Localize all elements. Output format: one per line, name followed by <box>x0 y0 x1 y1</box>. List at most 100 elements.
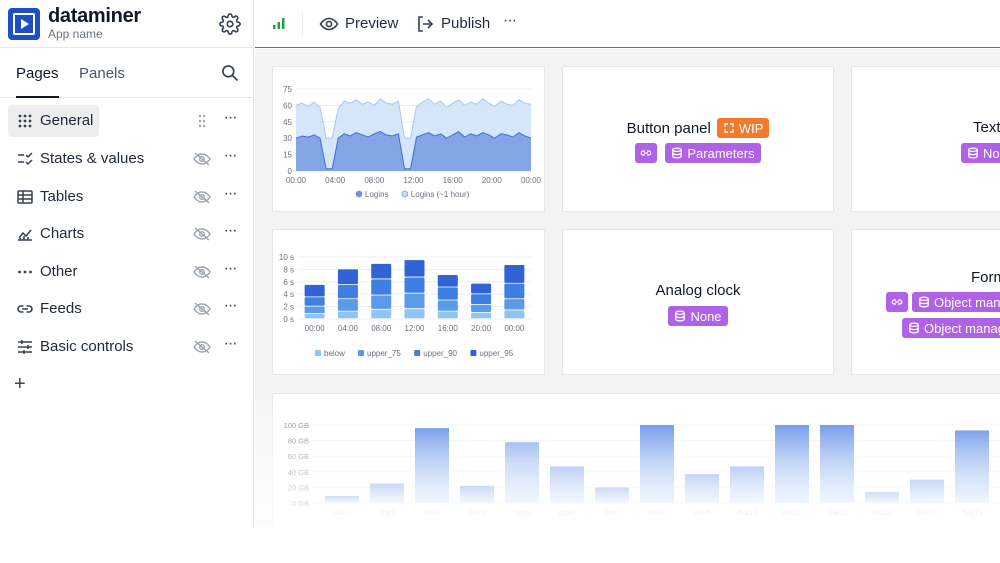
text-panel[interactable]: Text Nor <box>851 66 1000 212</box>
preview-label: Preview <box>345 15 399 32</box>
y-tick-label: 60 GB <box>288 452 309 461</box>
signal-icon <box>273 18 285 29</box>
legend-swatch <box>401 190 409 198</box>
sidebar-tabs: Pages Panels <box>0 48 254 98</box>
bar-segment <box>471 304 492 312</box>
y-tick-label: 20 GB <box>288 483 309 492</box>
more-options-icon[interactable]: ··· <box>223 260 238 277</box>
bar-segment <box>404 309 425 319</box>
sidebar-item-other[interactable]: Other ··· <box>8 256 246 288</box>
x-tick-label: 04:00 <box>325 176 346 185</box>
button-panel[interactable]: Button panel WIP Parameters <box>562 66 834 212</box>
tab-pages[interactable]: Pages <box>16 65 59 98</box>
link-badge <box>886 292 908 312</box>
x-tick-label: disk13 <box>872 510 892 517</box>
sidebar-item-charts[interactable]: Charts ··· <box>8 218 246 250</box>
more-options-icon[interactable]: ··· <box>223 335 238 352</box>
stacked-bar-chart-panel[interactable]: 0 s 2 s 4 s 6 s 8 s 10 s 00:00 04:00 08:00 12:00 1… <box>272 229 545 375</box>
bar-segment <box>437 311 458 319</box>
y-tick-label: 6 s <box>283 278 294 287</box>
bar-segment <box>337 311 358 319</box>
x-tick-label: 12:00 <box>403 176 424 185</box>
x-tick-label: disk11 <box>782 510 802 517</box>
toolbar-divider <box>302 12 303 36</box>
series-area <box>296 131 531 171</box>
parameters-badge: Parameters <box>665 143 761 163</box>
x-tick-label: 16:00 <box>443 176 464 185</box>
bar <box>685 474 719 503</box>
eye-off-icon[interactable] <box>193 339 211 355</box>
database-icon <box>919 296 929 308</box>
object-manager-badge: Object mana <box>912 292 1000 312</box>
bar-segment <box>371 295 392 309</box>
source-label: None <box>690 308 722 324</box>
object-manager-label: Object manag <box>924 320 1000 336</box>
gear-icon[interactable] <box>219 13 241 35</box>
bar <box>730 466 764 503</box>
add-page-button[interactable]: + <box>14 373 26 395</box>
bar <box>640 425 674 503</box>
x-tick-label: 00:00 <box>504 324 525 333</box>
more-options-icon[interactable]: ··· <box>223 185 238 202</box>
line-chart: 0 15 30 45 60 75 00:00 04:00 08:00 12:00 16:00 20:0… <box>283 85 541 199</box>
x-tick-label: 00:00 <box>286 176 307 185</box>
series-line <box>295 130 532 170</box>
brand-name: dataminer <box>48 5 141 27</box>
more-options-icon[interactable]: ··· <box>223 147 238 164</box>
legend-label: below <box>324 349 345 358</box>
publish-button[interactable]: Publish <box>415 14 490 34</box>
sidebar-item-general[interactable]: General ··· <box>8 105 246 137</box>
eye-off-icon[interactable] <box>193 189 211 205</box>
more-options-icon[interactable]: ··· <box>223 297 238 314</box>
bar-segment <box>404 277 425 293</box>
bar <box>325 495 359 503</box>
sidebar-item-label: Other <box>40 263 78 280</box>
preview-button[interactable]: Preview <box>319 14 399 34</box>
y-tick-label: 80 GB <box>288 437 309 446</box>
form-panel[interactable]: Form Object mana Object manag <box>851 229 1000 375</box>
source-badge: None <box>668 306 728 326</box>
database-icon <box>675 310 686 322</box>
eye-off-icon[interactable] <box>193 301 211 317</box>
legend-label: upper_95 <box>479 349 513 358</box>
sidebar-item-basic-controls[interactable]: Basic controls ··· <box>8 331 246 363</box>
eye-off-icon[interactable] <box>193 264 211 280</box>
more-options-icon[interactable]: ··· <box>223 109 238 126</box>
more-options-icon[interactable]: ··· <box>503 12 517 29</box>
x-tick-label: disk9 <box>694 510 710 517</box>
y-tick-label: 8 s <box>283 265 294 274</box>
more-options-icon[interactable]: ··· <box>223 222 238 239</box>
source-label: Nor <box>983 145 1000 161</box>
database-icon <box>672 147 683 159</box>
x-tick-label: disk2 <box>379 510 395 517</box>
table-icon <box>17 190 33 204</box>
bar-segment <box>404 293 425 309</box>
x-tick-label: disk4 <box>469 510 485 517</box>
x-tick-label: disk5 <box>514 510 530 517</box>
sidebar-item-states-values[interactable]: States & values ··· <box>8 143 246 175</box>
sidebar-item-label: Feeds <box>40 300 82 317</box>
analog-clock-panel[interactable]: Analog clock None <box>562 229 834 375</box>
bar-segment <box>437 274 458 287</box>
search-icon[interactable] <box>220 63 240 83</box>
sidebar-item-tables[interactable]: Tables ··· <box>8 181 246 213</box>
line-chart-panel[interactable]: 0 15 30 45 60 75 00:00 04:00 08:00 12:00 16:00 20:0… <box>272 66 545 212</box>
eye-off-icon[interactable] <box>193 226 211 242</box>
x-tick-label: disk10 <box>737 510 757 517</box>
sidebar-item-feeds[interactable]: Feeds ··· <box>8 293 246 325</box>
sidebar: dataminer App name Pages Panels General … <box>0 0 254 563</box>
button-panel-tags: Parameters <box>563 143 833 163</box>
x-tick-label: disk7 <box>604 510 620 517</box>
series-line <box>295 98 532 139</box>
drag-handle-icon[interactable] <box>193 113 211 129</box>
legend-label: Logins <box>365 190 389 199</box>
bar <box>865 492 899 503</box>
bar <box>820 425 854 503</box>
eye-off-icon[interactable] <box>193 151 211 167</box>
app-logo[interactable] <box>8 8 40 40</box>
bar-segment <box>471 294 492 304</box>
panel-title: Text <box>973 119 1000 136</box>
wip-label: WIP <box>738 120 764 136</box>
tab-panels[interactable]: Panels <box>79 65 125 82</box>
source-badge: Nor <box>961 143 1000 163</box>
